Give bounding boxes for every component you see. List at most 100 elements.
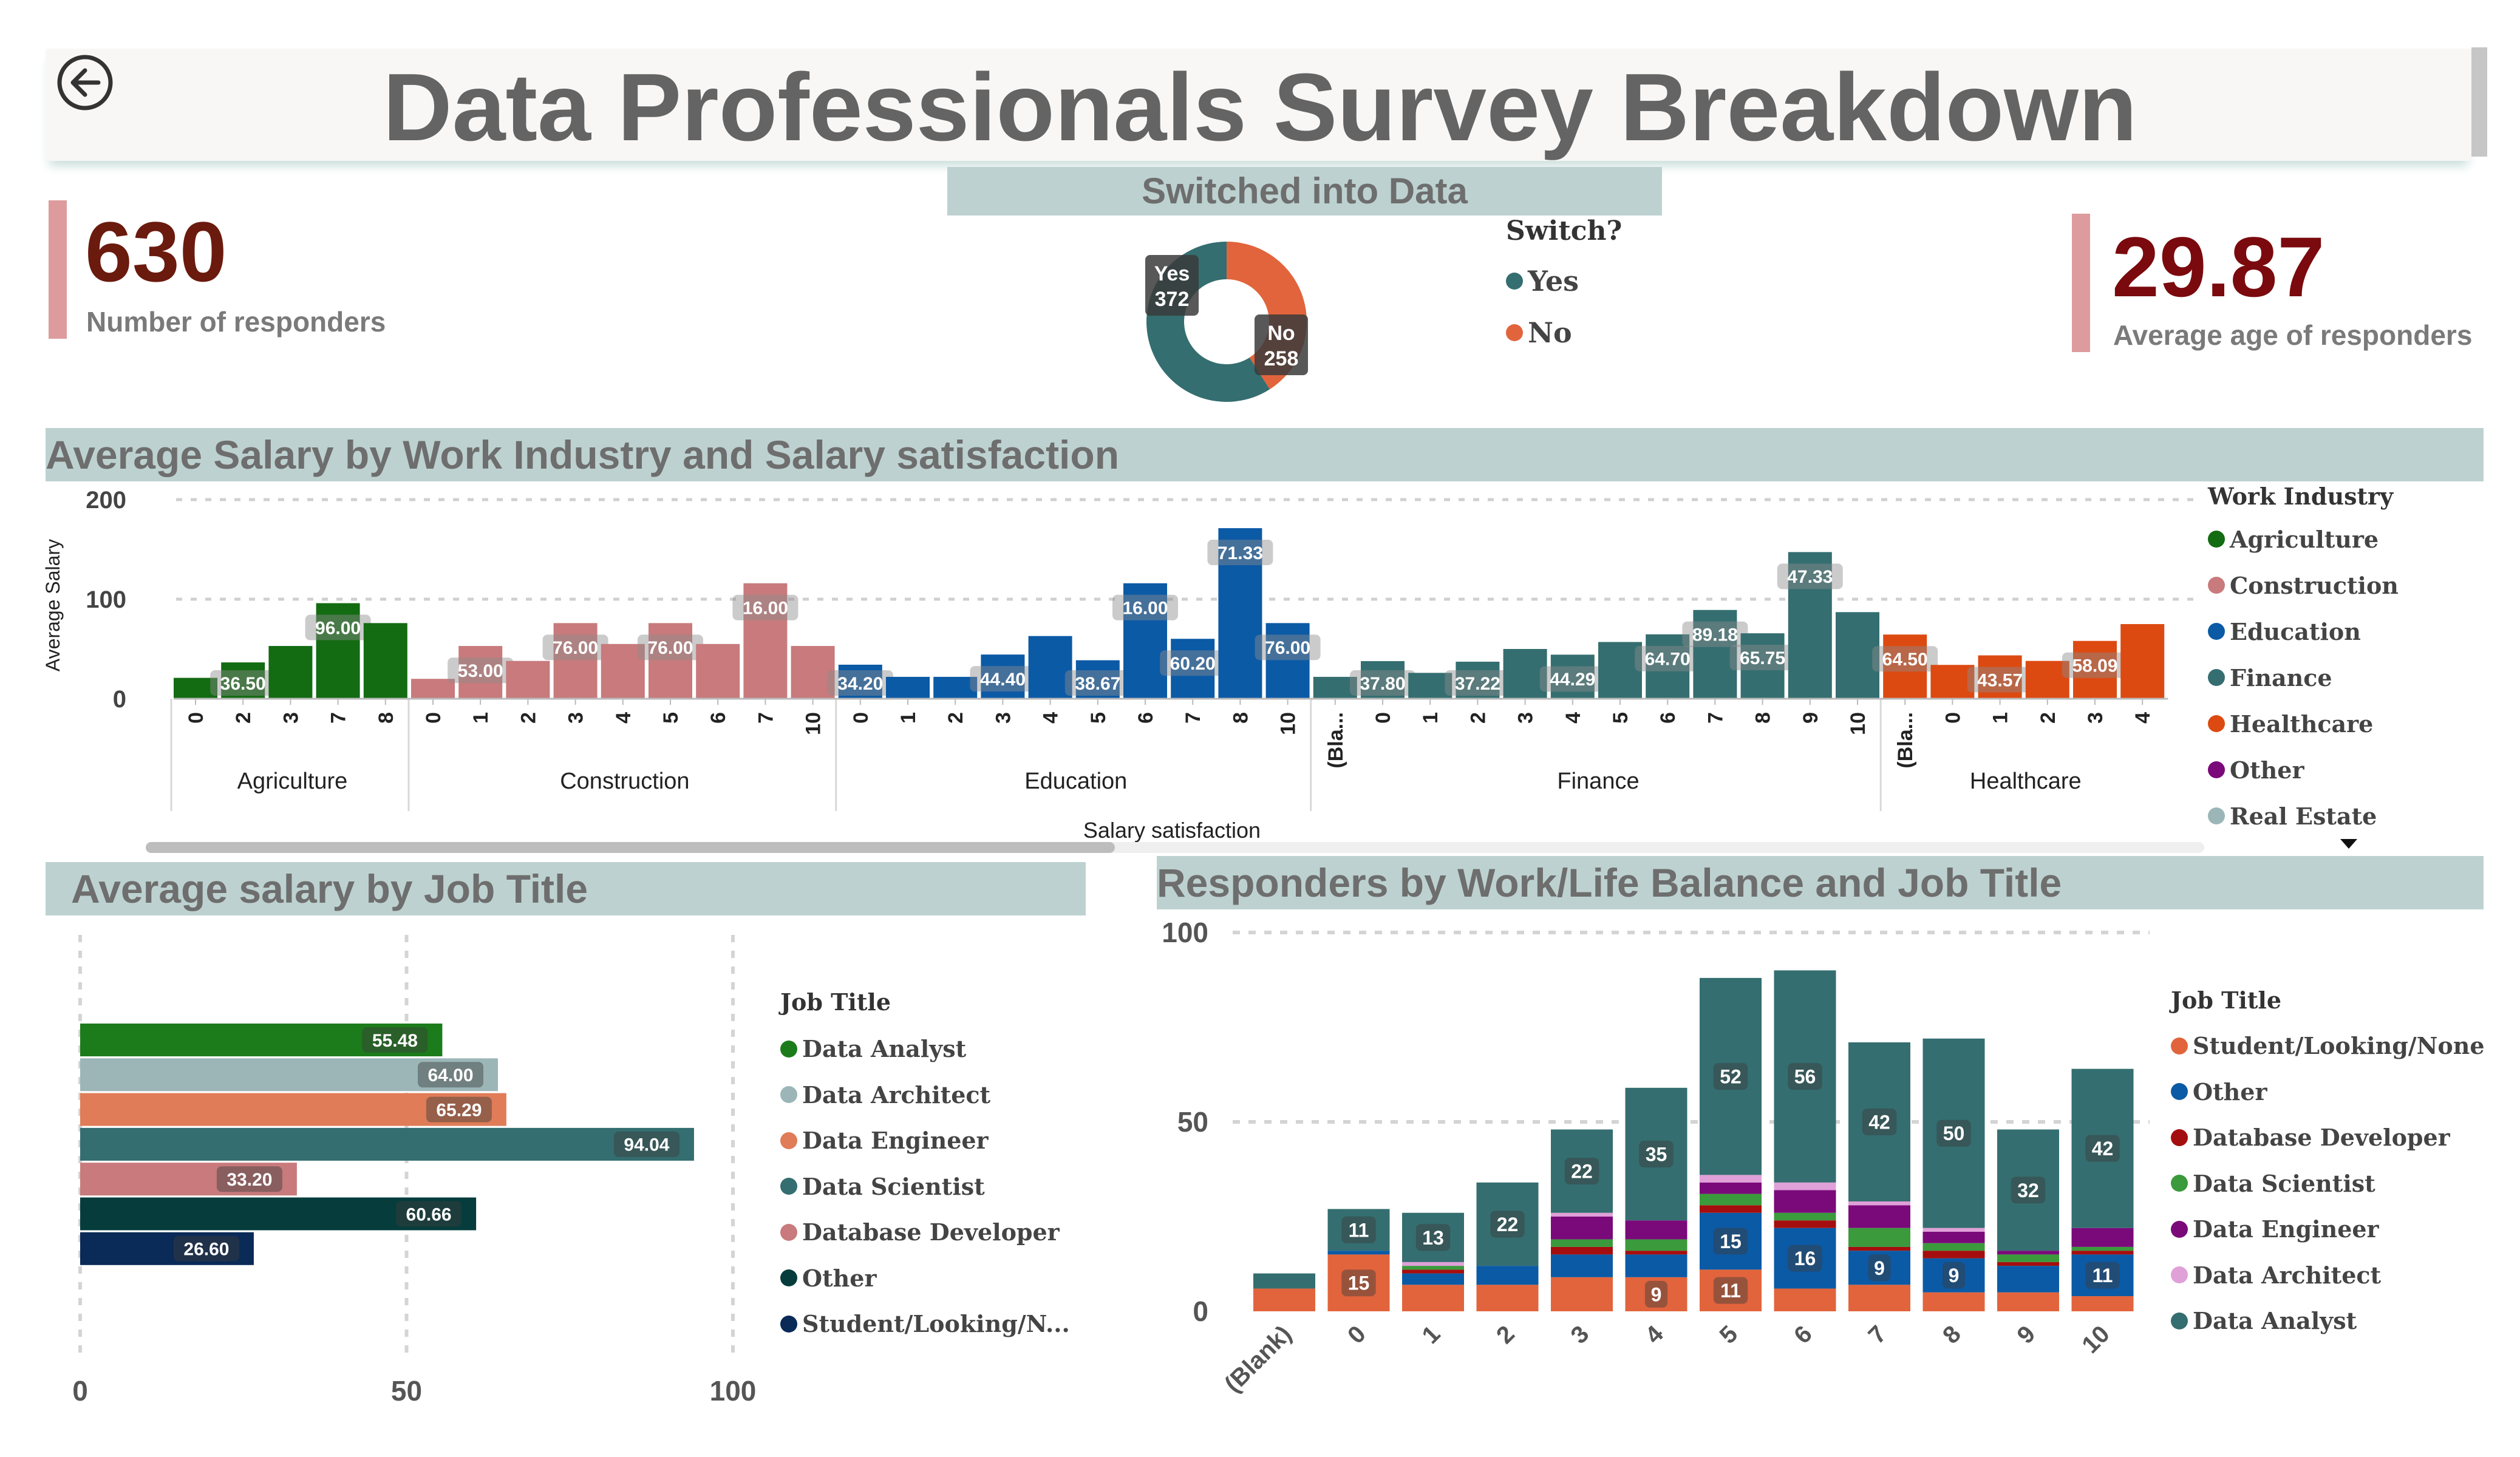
stacked-bar-segment[interactable] [2071, 1228, 2134, 1247]
legend-item[interactable]: Finance [2208, 654, 2399, 701]
stacked-bar-segment[interactable] [2071, 1068, 2134, 1228]
stacked-bar-segment[interactable] [1327, 1254, 1390, 1311]
legend-item[interactable]: Education [2208, 608, 2399, 654]
jobtitle-bar[interactable] [80, 1127, 694, 1161]
legend-item[interactable]: Student/Looking/None [2171, 1023, 2485, 1069]
legend-item[interactable]: Data Architect [2171, 1252, 2485, 1299]
industry-bar[interactable] [933, 676, 978, 699]
legend-item[interactable]: Other [2208, 747, 2399, 793]
back-arrow-icon[interactable] [56, 53, 114, 112]
horizontal-scrollbar-thumb[interactable] [146, 842, 1115, 853]
industry-bar[interactable] [838, 664, 882, 699]
stacked-bar-segment[interactable] [1997, 1254, 2059, 1262]
stacked-bar-segment[interactable] [1402, 1269, 1464, 1274]
stacked-bar-segment[interactable] [1700, 1269, 1762, 1311]
stacked-bar-segment[interactable] [1402, 1285, 1464, 1311]
stacked-bar-segment[interactable] [1402, 1273, 1464, 1285]
legend-item[interactable]: Other [2171, 1069, 2485, 1115]
stacked-bar-segment[interactable] [1700, 1194, 1762, 1206]
stacked-bar-segment[interactable] [1476, 1182, 1539, 1266]
legend-item[interactable]: Data Engineer [780, 1118, 1070, 1164]
stacked-bar-segment[interactable] [1625, 1239, 1687, 1251]
industry-bar[interactable] [1503, 649, 1547, 699]
stacked-bar-segment[interactable] [1327, 1251, 1390, 1255]
industry-bar[interactable] [2120, 624, 2165, 699]
stacked-bar-segment[interactable] [1253, 1288, 1315, 1311]
stacked-bar-segment[interactable] [1774, 1220, 1836, 1228]
industry-bar[interactable] [1313, 676, 1357, 699]
legend-item[interactable]: Data Analyst [780, 1026, 1070, 1072]
industry-bar[interactable] [696, 644, 740, 699]
stacked-bar-segment[interactable] [1402, 1212, 1464, 1262]
jobtitle-bar[interactable] [80, 1232, 254, 1265]
stacked-bar-segment[interactable] [1997, 1129, 2059, 1251]
stacked-bar-segment[interactable] [1551, 1239, 1613, 1247]
legend-item[interactable]: Healthcare [2208, 701, 2399, 747]
legend-item[interactable]: Data Engineer [2171, 1206, 2485, 1252]
jobtitle-bar[interactable] [80, 1024, 443, 1056]
stacked-bar-segment[interactable] [1922, 1228, 1985, 1232]
stacked-bar-segment[interactable] [1402, 1266, 1464, 1270]
legend-item[interactable]: Agriculture [2208, 516, 2399, 562]
jobtitle-bar[interactable] [80, 1093, 506, 1126]
legend-item[interactable]: Other [780, 1255, 1070, 1302]
legend-item[interactable]: No [1506, 307, 1579, 358]
stacked-bar-segment[interactable] [1922, 1243, 1985, 1251]
stacked-bar-segment[interactable] [1402, 1262, 1464, 1266]
industry-bar[interactable] [1028, 636, 1072, 699]
stacked-bar-segment[interactable] [1922, 1038, 1985, 1228]
industry-bar[interactable] [1883, 634, 1927, 699]
stacked-bar-segment[interactable] [1774, 1228, 1836, 1289]
stacked-bar-segment[interactable] [1997, 1251, 2059, 1255]
stacked-bar-segment[interactable] [1551, 1217, 1613, 1240]
jobtitle-bar[interactable] [80, 1197, 477, 1231]
legend-item[interactable]: Database Developer [2171, 1115, 2485, 1161]
stacked-bar-segment[interactable] [1625, 1220, 1687, 1240]
industry-bar[interactable] [174, 678, 217, 699]
stacked-bar-segment[interactable] [1551, 1129, 1613, 1213]
stacked-bar-segment[interactable] [1774, 970, 1836, 1183]
industry-bar[interactable] [458, 646, 503, 699]
legend-item[interactable]: Real Estate [2208, 793, 2399, 839]
stacked-bar-segment[interactable] [1327, 1209, 1390, 1251]
stacked-bar-segment[interactable] [1625, 1254, 1687, 1277]
industry-bar[interactable] [1171, 639, 1215, 699]
industry-bar[interactable] [363, 623, 407, 699]
industry-bar[interactable] [1930, 665, 1975, 699]
industry-bar[interactable] [316, 603, 360, 699]
stacked-bar-segment[interactable] [2071, 1254, 2134, 1297]
industry-bar[interactable] [791, 646, 835, 699]
industry-bar[interactable] [2025, 661, 2069, 699]
industry-bar[interactable] [1693, 610, 1737, 699]
industry-bar[interactable] [1598, 642, 1642, 699]
industry-bar[interactable] [2073, 640, 2117, 699]
stacked-bar-segment[interactable] [1625, 1087, 1687, 1221]
industry-bar[interactable] [1265, 623, 1310, 699]
stacked-bar-segment[interactable] [2071, 1251, 2134, 1255]
stacked-bar-segment[interactable] [1922, 1258, 1985, 1292]
stacked-bar-segment[interactable] [1848, 1205, 1910, 1228]
legend-scroll-down-icon[interactable] [2338, 837, 2360, 851]
stacked-bar-segment[interactable] [1774, 1212, 1836, 1221]
stacked-bar-segment[interactable] [1253, 1273, 1315, 1289]
legend-item[interactable]: Construction [2208, 562, 2399, 608]
stacked-bar-segment[interactable] [1551, 1246, 1613, 1255]
stacked-bar-segment[interactable] [1848, 1042, 1910, 1202]
stacked-bar-segment[interactable] [1551, 1212, 1613, 1217]
industry-bar[interactable] [221, 662, 265, 699]
industry-bar[interactable] [743, 583, 788, 699]
industry-bar[interactable] [1408, 673, 1452, 699]
stacked-bar-segment[interactable] [1922, 1231, 1985, 1243]
stacked-bar-segment[interactable] [1774, 1182, 1836, 1190]
stacked-bar-segment[interactable] [1848, 1251, 1910, 1285]
stacked-bar-segment[interactable] [1476, 1266, 1539, 1285]
stacked-bar-segment[interactable] [1848, 1285, 1910, 1311]
stacked-bar-segment[interactable] [1625, 1277, 1687, 1311]
legend-item[interactable]: Student/Looking/N... [780, 1301, 1070, 1347]
industry-bar[interactable] [649, 623, 692, 699]
stacked-bar-segment[interactable] [1848, 1228, 1910, 1247]
stacked-bar-segment[interactable] [1476, 1285, 1539, 1311]
industry-bar[interactable] [506, 661, 550, 699]
stacked-bar-segment[interactable] [1922, 1251, 1985, 1258]
stacked-bar-segment[interactable] [1700, 977, 1762, 1175]
